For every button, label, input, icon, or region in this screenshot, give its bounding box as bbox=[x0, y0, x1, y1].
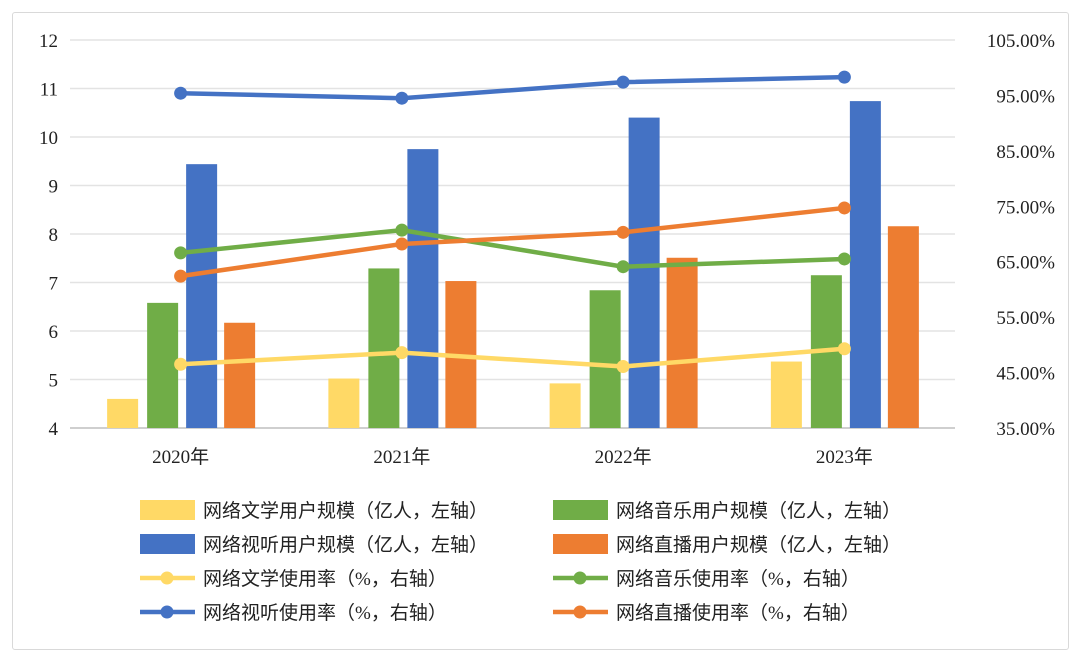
bar bbox=[147, 302, 179, 428]
x-tick-label: 2022年 bbox=[595, 446, 652, 468]
legend-label: 网络视听用户规模（亿人，左轴） bbox=[203, 534, 488, 556]
bar bbox=[849, 101, 881, 429]
left-tick-label: 9 bbox=[49, 177, 59, 198]
line-point bbox=[837, 70, 851, 84]
line-point bbox=[395, 91, 409, 105]
legend-label: 网络音乐使用率（%，右轴） bbox=[616, 568, 860, 590]
left-tick-label: 11 bbox=[40, 80, 58, 101]
bar bbox=[407, 149, 439, 428]
bar bbox=[770, 361, 802, 428]
line-point bbox=[395, 346, 409, 360]
x-tick-label: 2021年 bbox=[373, 446, 430, 468]
left-tick-label: 10 bbox=[39, 128, 58, 149]
right-tick-label: 105.00% bbox=[987, 31, 1055, 52]
bar bbox=[186, 164, 218, 428]
line-point bbox=[174, 357, 188, 371]
left-tick-label: 5 bbox=[49, 371, 59, 392]
line-point bbox=[616, 260, 630, 274]
right-tick-label: 55.00% bbox=[996, 308, 1055, 329]
legend-item: 网络音乐使用率（%，右轴） bbox=[553, 568, 860, 590]
legend-marker bbox=[160, 571, 174, 585]
bar bbox=[328, 378, 360, 428]
legend-label: 网络文学用户规模（亿人，左轴） bbox=[203, 500, 488, 522]
right-tick-label: 75.00% bbox=[996, 197, 1055, 218]
right-tick-label: 35.00% bbox=[996, 419, 1055, 440]
chart-frame bbox=[12, 12, 1069, 650]
legend-label: 网络视听使用率（%，右轴） bbox=[203, 602, 447, 624]
legend-marker bbox=[573, 605, 587, 619]
legend-item: 网络文学用户规模（亿人，左轴） bbox=[140, 500, 488, 522]
legend-item: 网络直播使用率（%，右轴） bbox=[553, 602, 860, 624]
right-tick-label: 65.00% bbox=[996, 253, 1055, 274]
right-tick-label: 45.00% bbox=[996, 364, 1055, 385]
line-point bbox=[395, 223, 409, 237]
series-line bbox=[180, 346, 845, 369]
line-point bbox=[174, 246, 188, 260]
left-tick-label: 12 bbox=[39, 31, 58, 52]
bar bbox=[887, 226, 919, 428]
legend-label: 网络直播用户规模（亿人，左轴） bbox=[616, 534, 901, 556]
bar bbox=[549, 383, 581, 428]
line-point bbox=[616, 359, 630, 373]
legend-swatch bbox=[140, 534, 195, 554]
legend-swatch bbox=[140, 500, 195, 520]
legend-item: 网络直播用户规模（亿人，左轴） bbox=[553, 534, 901, 556]
left-tick-label: 4 bbox=[49, 419, 59, 440]
legend-marker bbox=[573, 571, 587, 585]
x-tick-label: 2020年 bbox=[152, 446, 209, 468]
left-tick-label: 7 bbox=[49, 274, 59, 295]
left-tick-label: 6 bbox=[49, 322, 59, 343]
legend-item: 网络音乐用户规模（亿人，左轴） bbox=[553, 500, 901, 522]
right-tick-label: 95.00% bbox=[996, 86, 1055, 107]
bar bbox=[666, 257, 698, 428]
series-line bbox=[180, 205, 845, 279]
line-point bbox=[174, 86, 188, 100]
bar bbox=[628, 117, 660, 428]
legend-swatch bbox=[553, 500, 608, 520]
line-point bbox=[174, 269, 188, 283]
line-point bbox=[837, 252, 851, 266]
series-line bbox=[180, 74, 845, 101]
line-point bbox=[616, 225, 630, 239]
bar bbox=[589, 290, 621, 428]
line-point bbox=[616, 75, 630, 89]
legend-item: 网络视听使用率（%，右轴） bbox=[140, 602, 447, 624]
legend-label: 网络音乐用户规模（亿人，左轴） bbox=[616, 500, 901, 522]
series-line bbox=[180, 227, 845, 269]
legend-label: 网络直播使用率（%，右轴） bbox=[616, 602, 860, 624]
line-point bbox=[837, 201, 851, 215]
x-tick-label: 2023年 bbox=[816, 446, 873, 468]
legend-item: 网络视听用户规模（亿人，左轴） bbox=[140, 534, 488, 556]
legend-swatch bbox=[553, 534, 608, 554]
legend-item: 网络文学使用率（%，右轴） bbox=[140, 568, 447, 590]
legend-label: 网络文学使用率（%，右轴） bbox=[203, 568, 447, 590]
legend-marker bbox=[160, 605, 174, 619]
bar bbox=[107, 398, 139, 428]
line-point bbox=[395, 237, 409, 251]
bar bbox=[224, 322, 256, 428]
bar bbox=[368, 268, 400, 428]
right-tick-label: 85.00% bbox=[996, 142, 1055, 163]
left-tick-label: 8 bbox=[49, 225, 59, 246]
line-point bbox=[837, 342, 851, 356]
